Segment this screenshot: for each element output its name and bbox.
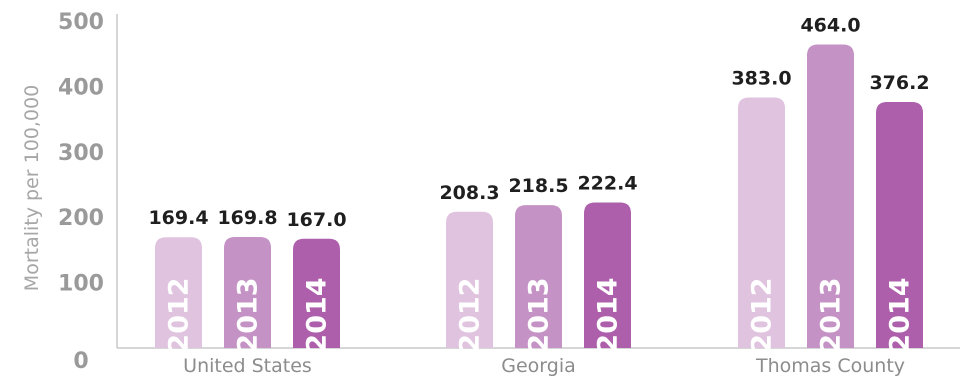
bar [515,205,562,348]
bar-value-label: 218.5 [508,175,568,197]
bar-year-label: 2014 [593,277,624,352]
bar [876,101,923,348]
bar-year-label: 2012 [747,277,778,352]
y-tick-label: 400 [58,75,104,100]
category-labels: United States Georgia Thomas County [183,355,905,377]
category-label: Georgia [501,355,576,377]
y-tick-label: 200 [58,206,104,231]
category-label: United States [183,355,312,377]
bar [584,202,631,348]
y-axis-ticks: 0 100 200 300 400 500 [58,10,104,374]
bar-year-label: 2012 [455,277,486,352]
y-tick-label: 300 [58,141,104,166]
bar [446,211,493,348]
bar-groups: 169.4 2012 169.8 2013 167.0 2014 208.3 2012 218.… [148,15,929,353]
bar-year-label: 2014 [302,277,333,352]
y-tick-label: 100 [58,272,104,297]
y-axis-label: Mortality per 100,000 [21,85,43,291]
bar-value-label: 169.4 [148,207,208,229]
bar [807,44,854,348]
bar-year-label: 2014 [885,277,916,352]
bar [738,97,785,348]
bar-value-label: 376.2 [869,72,929,94]
bar-value-label: 208.3 [439,182,499,204]
bar-year-label: 2013 [816,277,847,352]
bar [293,238,340,348]
category-label: Thomas County [755,355,905,377]
bar-year-label: 2013 [233,277,264,352]
bar-value-label: 167.0 [286,209,346,231]
bar [224,236,271,348]
bar-year-label: 2013 [524,277,555,352]
bar-value-label: 464.0 [800,15,860,37]
y-tick-label: 500 [58,10,104,35]
bar-value-label: 383.0 [731,68,791,90]
bar-value-label: 169.8 [217,207,277,229]
bar-year-label: 2012 [164,277,195,352]
bar-value-label: 222.4 [577,173,637,195]
y-tick-label: 0 [73,349,88,374]
bar [155,237,202,348]
